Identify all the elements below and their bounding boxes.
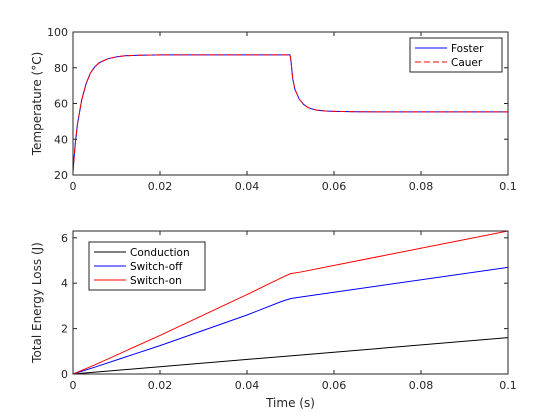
chart2-axes-box [72,230,509,375]
chart2-x-tick-label: 0.06 [322,379,347,392]
chart2-legend-label: Conduction [130,247,190,259]
chart1-x-tick-label: 0.08 [409,180,434,193]
chart1-legend-box [409,37,503,73]
chart2-series-switch-on [73,231,508,374]
chart-1: 0 0.02 0.04 0.06 0.08 0.1 20 40 60 80 100Temperatu… [30,26,517,193]
chart1-y-tick-label: 100 [47,26,68,39]
chart2-legend: Conduction Switch-off Switch-on [88,241,206,291]
chart1-x-tick-label: 0 [70,180,77,193]
chart1-series-cauer [73,54,508,172]
chart1-y-axis-label: Temperature (°C) [30,52,44,157]
chart2-x-tick-label: 0 [70,379,77,392]
chart2-x-tick-label: 0.08 [409,379,434,392]
chart1-y-tick-label: 40 [54,133,68,146]
chart2-x-axis-label: Time (s) [265,396,315,410]
chart2-series-switch-off [73,266,508,374]
chart1-series-group [73,54,508,172]
chart2-legend-label: Switch-on [130,275,182,287]
chart1-legend-label: Cauer [451,57,483,69]
chart2-legend-label: Switch-off [130,261,183,273]
chart2-x-tick-label: 0.1 [499,379,517,392]
chart1-x-tick-label: 0.1 [499,180,517,193]
chart-2: 0 0.02 0.04 0.06 0.08 0.1 0 2 4 6 Time (s) Total En… [30,230,517,410]
chart2-x-tick-label: 0.04 [235,379,260,392]
chart1-x-tick-label: 0.02 [148,180,173,193]
chart1-y-tick-label: 80 [54,62,68,75]
chart2-y-tick-label: 0 [61,368,68,381]
chart1-x-tick-label: 0.04 [235,180,260,193]
chart1-legend-label: Foster [451,43,484,55]
chart1-y-tick-label: 60 [54,98,68,111]
chart1-legend: Foster Cauer [409,37,503,73]
chart2-series-conduction [73,337,508,374]
chart2-y-axis-label: Total Energy Loss (J) [30,242,44,364]
chart1-x-tick-label: 0.06 [322,180,347,193]
chart2-y-tick-label: 2 [61,323,68,336]
chart2-y-tick-label: 4 [61,277,68,290]
chart1-y-tick-label: 20 [54,169,68,182]
chart2-y-tick-label: 6 [61,232,68,245]
chart2-x-tick-label: 0.02 [148,379,173,392]
chart2-series-group [73,231,508,374]
